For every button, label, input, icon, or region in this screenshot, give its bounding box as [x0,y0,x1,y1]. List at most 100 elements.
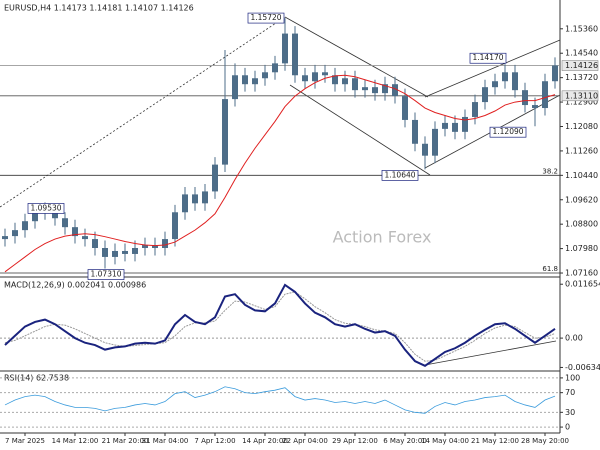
candle-body [92,239,98,249]
candle-body [72,227,78,237]
candle-body [182,194,188,213]
signal-line [4,291,556,362]
candle-body [362,87,368,91]
candle-body [212,164,218,192]
y-tick-label: 1.15360 [565,24,598,33]
candle-body [2,236,8,240]
candle-body [512,72,518,91]
x-tick-label: 14 May 04:00 [421,437,469,445]
candle-body [412,119,418,144]
y-tick-label: 1.11260 [565,146,598,155]
y-tick-label: 0 [565,423,570,432]
candle-body [312,72,318,82]
candle-body [82,236,88,240]
annotation-label: 1.15720 [251,13,282,22]
candle-body [252,78,258,85]
candle-body [282,33,288,64]
macd-trendline [424,340,557,366]
candle-body [352,78,358,91]
fib-label: 38.2 [542,167,558,175]
candle-body [472,102,478,117]
candle-body [432,128,438,156]
candle-body [242,75,248,85]
rsi-line [4,386,556,414]
annotation-box [469,52,507,64]
y-tick-label: 1.08800 [565,220,598,229]
moving-average [4,74,556,273]
macd-line [4,283,556,367]
annotation-label: 1.12090 [493,127,524,136]
candle-body [172,212,178,240]
annotation-label: 1.09530 [31,203,62,212]
annotation-label: 1.14170 [473,53,504,62]
annotation-box [381,170,419,181]
y-tick-label: 0.011654 [565,280,600,289]
y-tick-label: 100 [565,373,580,382]
candle-body [532,105,538,109]
level-box [561,90,599,102]
candle-body [462,116,468,132]
candle-body [22,221,28,231]
y-tick-label: 1.10440 [565,171,598,180]
candle-body [322,72,328,76]
x-tick-label: 29 Apr 12:00 [332,437,378,445]
x-tick-label: 14 Apr 20:00 [242,437,288,445]
x-tick-label: 22 Apr 04:00 [282,437,328,445]
candle-body [372,87,378,94]
annotation-label: 1.10640 [385,170,416,179]
candle-body [382,84,388,94]
y-tick-label: -0.006345 [565,363,600,372]
y-tick-label: 1.12080 [565,122,598,131]
channel-line [289,84,431,176]
candle-body [402,96,408,120]
x-tick-label: 14 Mar 12:00 [52,437,99,445]
candle-body [102,248,108,257]
y-tick-label: 30 [565,408,575,417]
level-label: 1.13110 [565,91,598,100]
candle-body [152,245,158,249]
candle-body [492,81,498,88]
candle-body [162,239,168,249]
candle-body [392,84,398,97]
candle-body [292,33,298,76]
candle-body [442,122,448,129]
candle-body [502,72,508,82]
candle-body [272,63,278,73]
x-tick-label: 21 Mar 20:00 [102,437,149,445]
annotation-label: 1.07310 [91,270,122,279]
candle-body [552,65,558,82]
annotation-box [489,126,527,138]
macd-title: MACD(12,26,9) 0.002041 0.000986 [4,281,146,290]
candle-body [12,230,18,237]
y-tick-label: 1.09620 [565,195,598,204]
y-tick-label: 1.12900 [565,98,598,107]
candle-body [422,143,428,156]
y-tick-label: 0.00 [565,334,583,343]
level-box [561,60,599,71]
annotation-box [247,12,285,24]
candle-body [62,218,68,228]
candle-body [542,81,548,109]
x-tick-label: 6 May 20:00 [383,437,427,445]
candle-body [122,250,128,254]
candle-body [202,191,208,204]
x-tick-label: 31 Mar 04:00 [142,437,189,445]
y-tick-label: 1.14540 [565,49,598,58]
watermark: Action Forex [333,228,432,247]
chart-title: EURUSD,H4 1.14173 1.14181 1.14107 1.1412… [4,4,194,13]
candle-body [302,75,308,82]
candle-body [522,90,528,106]
y-tick-label: 70 [565,388,575,397]
annotation-box [87,269,125,280]
candle-body [142,245,148,249]
candle-body [332,75,338,85]
candle-body [482,87,488,103]
channel-line [424,39,561,98]
candle-body [342,78,348,85]
y-tick-label: 1.13720 [565,73,598,82]
x-tick-label: 7 Mar 2025 [5,437,45,445]
fib-label: 61.8 [542,265,558,273]
channel-line [284,16,429,98]
y-tick-label: 1.07160 [565,269,598,278]
